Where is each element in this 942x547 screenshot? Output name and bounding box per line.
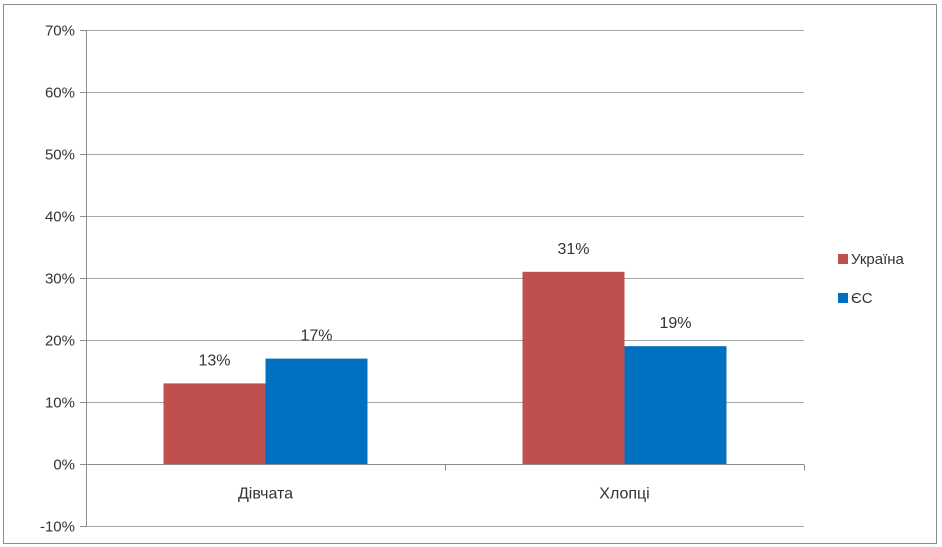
y-tick-label: 20% <box>45 333 75 350</box>
y-tick-label: 30% <box>45 271 75 288</box>
chart-frame <box>3 4 937 544</box>
data-label: 19% <box>659 315 691 332</box>
legend-swatch <box>838 293 848 303</box>
bar <box>265 358 368 464</box>
bars <box>163 271 727 464</box>
y-tick-label: 10% <box>45 395 75 412</box>
category-label: Дівчата <box>238 486 293 503</box>
bar <box>522 271 625 464</box>
y-tick-label: 40% <box>45 209 75 226</box>
y-tick-label: 60% <box>45 85 75 102</box>
data-label: 17% <box>300 328 332 345</box>
legend-swatch <box>838 254 848 264</box>
y-tick-label: 70% <box>45 23 75 40</box>
y-tick-label: 0% <box>53 457 75 474</box>
y-tick-label: 50% <box>45 147 75 164</box>
category-label: Хлопці <box>599 486 649 503</box>
legend-label: ЄС <box>851 290 873 307</box>
legend: Україна ЄС <box>838 251 905 307</box>
y-tick-label: -10% <box>40 519 75 536</box>
bar <box>163 383 266 464</box>
data-labels: 13% 17% 31% 19% <box>198 241 691 370</box>
data-label: 31% <box>557 241 589 258</box>
bar <box>624 346 727 464</box>
data-label: 13% <box>198 352 230 369</box>
legend-label: Україна <box>851 251 905 268</box>
axes: -10% 0% 10% 20% 30% 40% 50% 60% 70% Дівчата Хлопці <box>40 23 805 536</box>
